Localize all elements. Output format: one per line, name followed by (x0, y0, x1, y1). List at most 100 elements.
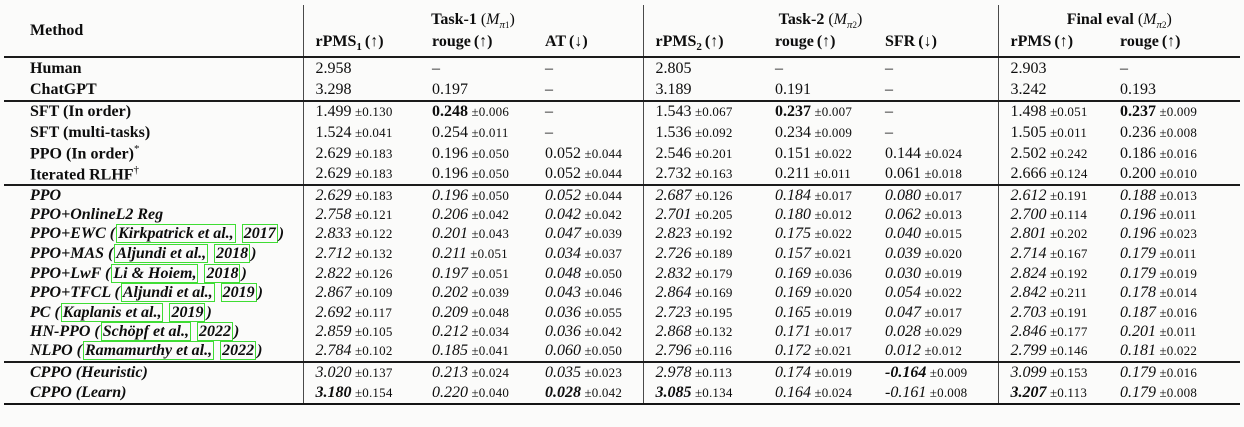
value: 0.042 (545, 205, 581, 223)
value: 0.060 (545, 342, 581, 360)
value: 0.034 (545, 244, 581, 262)
stddev: ±0.191 (1046, 304, 1088, 320)
col-header-rouge-final: rouge (↑) (1120, 33, 1181, 51)
citation-year-link[interactable]: 2017 (241, 224, 278, 244)
value-cell: 2.822 ±0.126 (302, 263, 420, 284)
citation-authors-link[interactable]: Kaplanis et al., (60, 302, 164, 322)
table-row-ppo-onlinel2-reg: PPO+OnlineL2 Reg 2.758 ±0.121 0.206 ±0.042… (4, 204, 1240, 225)
stddev: ±0.051 (466, 245, 508, 261)
citation-authors-link[interactable]: Li & Hoiem, (111, 263, 199, 283)
stddev: ±0.021 (811, 343, 853, 359)
missing-value: – (885, 80, 893, 98)
value-cell: 0.172 ±0.021 (763, 342, 873, 362)
value-cell: 0.040 ±0.015 (873, 225, 998, 245)
stddev: ±0.092 (691, 124, 733, 140)
value: 1.543 (655, 103, 692, 120)
value-cell: 2.867 ±0.109 (302, 283, 420, 303)
value-cell: 2.701 ±0.205 (642, 204, 763, 225)
stddev: ±0.022 (811, 226, 853, 242)
value-cell: 0.213 ±0.024 (420, 362, 533, 383)
citation-authors-link[interactable]: Aljundi et al., (114, 243, 209, 263)
value-cell: 2.712 ±0.132 (302, 244, 420, 264)
citation-authors-link[interactable]: Ramamurthy et al., (82, 341, 215, 361)
citation: Aljundi et al., 2019) (120, 283, 263, 303)
citation-authors-link[interactable]: Aljundi et al., (120, 283, 215, 303)
value-cell: 0.201 ±0.043 (420, 225, 533, 245)
stddev: ±0.154 (351, 384, 393, 400)
citation-year-link[interactable]: 2019 (220, 283, 257, 303)
value: 0.047 (885, 303, 921, 321)
method-cell: ChatGPT (4, 79, 303, 101)
value-cell: – (533, 57, 643, 79)
value: 0.237 (1120, 103, 1156, 120)
citation-year-link[interactable]: 2018 (204, 263, 241, 283)
stddev: ±0.132 (691, 324, 733, 340)
stddev: ±0.183 (351, 145, 393, 161)
stddev: ±0.211 (1046, 285, 1088, 301)
citation-authors-link[interactable]: Schöpf et al., (100, 322, 191, 342)
method-cell: SFT (In order) (4, 101, 303, 122)
stddev: ±0.067 (691, 104, 733, 119)
value: 0.028 (545, 383, 581, 401)
value-cell: 0.196 ±0.050 (420, 185, 533, 205)
stddev: ±0.191 (1046, 187, 1088, 203)
value-cell: 2.700 ±0.114 (997, 204, 1108, 225)
citation-close-paren: ) (251, 244, 257, 262)
value-cell: 0.042 ±0.042 (533, 205, 643, 225)
stddev: ±0.007 (811, 104, 853, 119)
value-cell: 0.202 ±0.039 (420, 283, 533, 303)
missing-value: – (545, 59, 553, 77)
value-cell: – (873, 122, 998, 143)
value: 2.629 (315, 144, 352, 162)
method-header-label: Method (30, 21, 84, 39)
citation-year-link[interactable]: 2018 (214, 243, 251, 263)
stddev: ±0.017 (921, 304, 963, 320)
stddev: ±0.177 (1046, 324, 1088, 340)
value: 0.234 (775, 123, 811, 141)
value-cell: 2.502 ±0.242 (997, 143, 1108, 164)
stddev: ±0.024 (811, 384, 853, 400)
citation-year-link[interactable]: 2022 (196, 322, 233, 342)
value-cell: 3.298 (302, 79, 420, 101)
value-cell: 0.209 ±0.048 (420, 303, 533, 323)
stddev: ±0.023 (581, 364, 623, 380)
stddev: ±0.024 (468, 364, 510, 380)
value: 0.180 (775, 205, 811, 223)
value: 2.805 (655, 59, 692, 77)
value: 0.209 (432, 303, 468, 321)
stddev: ±0.044 (581, 145, 623, 161)
stddev: ±0.009 (926, 364, 968, 380)
value: 2.700 (1010, 205, 1047, 223)
stddev: ±0.130 (351, 104, 393, 119)
method-name: SFT (In order) (30, 103, 132, 120)
stddev: ±0.163 (691, 166, 733, 182)
citation-year-link[interactable]: 2019 (169, 302, 206, 322)
value: 2.546 (655, 144, 692, 162)
value-cell: 0.188 ±0.013 (1108, 185, 1240, 205)
stddev: ±0.179 (691, 265, 733, 281)
stddev: ±0.010 (1156, 166, 1198, 182)
method-cell: PPO+OnlineL2 Reg (4, 205, 303, 225)
missing-value: – (885, 123, 893, 141)
value-cell: – (1108, 57, 1240, 79)
stddev: ±0.037 (581, 245, 623, 261)
citation-year-link[interactable]: 2022 (220, 341, 257, 361)
stddev: ±0.117 (351, 304, 393, 320)
method-name: PPO+TFCL ( (30, 284, 120, 302)
value-cell: 2.758 ±0.121 (302, 204, 420, 225)
stddev: ±0.132 (351, 245, 393, 261)
value-cell: 0.185 ±0.041 (420, 342, 533, 362)
citation-authors-link[interactable]: Kirkpatrick et al., (116, 224, 236, 244)
value-cell: 0.179 ±0.019 (1108, 264, 1240, 284)
value-cell: 0.184 ±0.017 (763, 185, 873, 205)
stddev: ±0.016 (1156, 364, 1198, 380)
stddev: ±0.021 (811, 245, 853, 261)
task1-math: (Mπ1) (476, 10, 515, 31)
value-cell: 0.047 ±0.017 (873, 303, 998, 323)
stddev: ±0.013 (1156, 187, 1198, 203)
stddev: ±0.124 (1046, 166, 1088, 182)
value-cell: 0.048 ±0.050 (533, 264, 643, 284)
value-cell: 0.180 ±0.012 (763, 205, 873, 225)
column-header-row: rPMS1 (↑) rouge (↑) AT (↓) rPMS2 (↑) rouge (↑… (4, 31, 1240, 57)
value-cell: – (873, 101, 998, 122)
